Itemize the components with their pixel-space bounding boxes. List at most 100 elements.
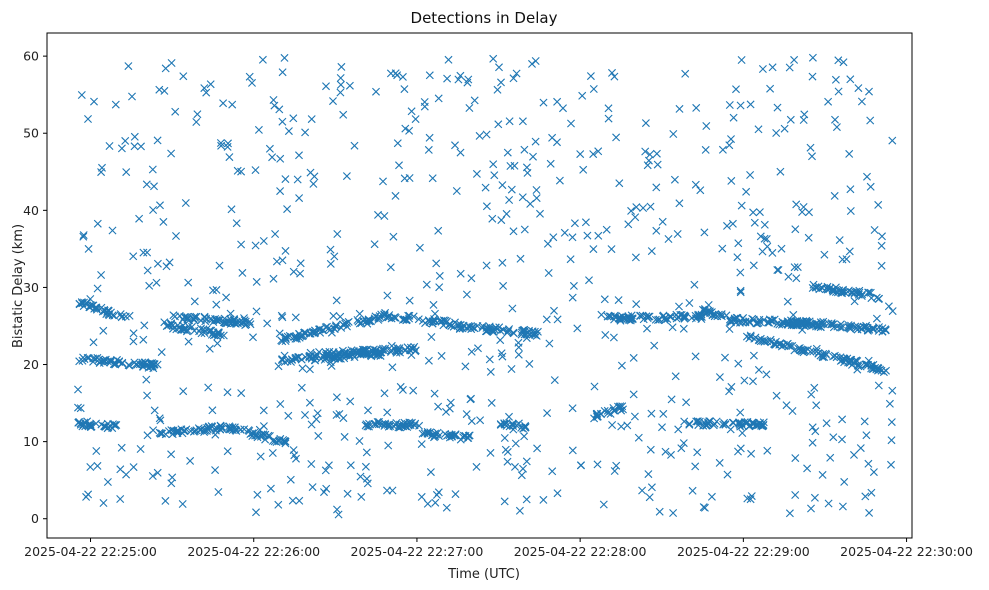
detection-point — [508, 304, 517, 313]
detection-point — [865, 87, 873, 96]
detection-point — [644, 156, 653, 165]
detection-point — [171, 107, 180, 116]
detection-point — [688, 486, 697, 495]
detection-point — [407, 107, 416, 116]
detection-point — [851, 357, 859, 365]
detection-point — [569, 281, 578, 290]
detection-point — [497, 78, 505, 87]
detection-point — [641, 147, 650, 156]
detection-point — [326, 259, 335, 268]
detection-point — [319, 326, 328, 335]
detection-point — [302, 329, 310, 338]
detection-point — [754, 365, 763, 374]
detection-point — [204, 383, 213, 392]
detection-point — [339, 320, 348, 329]
detection-point — [627, 206, 636, 215]
detection-point — [616, 315, 625, 324]
detection-point — [434, 488, 443, 497]
detection-point — [140, 321, 149, 330]
detection-point — [121, 136, 130, 145]
detection-point — [780, 124, 789, 133]
detection-point — [615, 179, 624, 188]
detection-point — [467, 417, 476, 426]
detection-point — [391, 191, 400, 200]
detection-point — [467, 274, 476, 283]
detection-point — [884, 302, 893, 311]
detection-point — [733, 253, 742, 262]
detection-point — [517, 471, 526, 480]
detection-point — [190, 297, 199, 306]
detection-point — [219, 99, 228, 108]
detection-point — [546, 159, 555, 168]
detection-point — [578, 91, 587, 100]
detection-point — [685, 420, 694, 429]
detection-point — [736, 101, 745, 110]
detection-point — [813, 321, 822, 330]
detection-point — [122, 168, 131, 177]
detection-point — [442, 407, 450, 416]
detection-point — [504, 327, 512, 336]
detection-point — [814, 349, 823, 358]
detection-point — [93, 284, 102, 293]
detection-point — [162, 262, 171, 271]
detection-point — [745, 422, 754, 431]
detection-point — [763, 446, 772, 455]
detection-point — [157, 429, 166, 438]
detection-point — [461, 362, 470, 371]
detection-point — [431, 429, 440, 438]
detection-point — [758, 65, 767, 73]
detection-point — [278, 68, 287, 77]
detection-point — [128, 92, 136, 101]
detection-point — [715, 458, 724, 467]
y-tick-label: 40 — [23, 203, 39, 218]
detection-point — [467, 347, 476, 356]
detection-point — [124, 62, 133, 71]
detection-point — [296, 269, 305, 278]
detection-point — [248, 429, 257, 438]
detection-point — [305, 365, 314, 374]
detection-point — [629, 390, 638, 399]
detection-point — [712, 417, 721, 426]
detection-point — [423, 429, 432, 438]
detection-point — [217, 141, 226, 150]
detection-point — [836, 320, 845, 329]
detection-point — [668, 323, 677, 332]
detection-point — [879, 368, 888, 377]
detection-point — [685, 419, 694, 428]
detection-point — [805, 208, 813, 217]
detection-point — [229, 316, 238, 325]
detection-point — [199, 325, 208, 334]
detection-point — [860, 417, 869, 426]
detection-point — [874, 200, 883, 209]
detection-point — [474, 344, 482, 353]
detection-point — [503, 148, 512, 157]
detection-point — [550, 376, 559, 385]
detection-point — [76, 404, 85, 413]
detection-point — [708, 311, 717, 320]
detection-point — [489, 54, 498, 63]
detection-point — [468, 323, 477, 332]
detection-point — [669, 130, 678, 138]
detection-point — [284, 127, 293, 136]
detection-point — [179, 426, 188, 435]
detection-point — [760, 234, 769, 243]
detection-point — [507, 185, 516, 194]
detection-point — [456, 71, 465, 80]
detection-point — [675, 302, 683, 311]
detection-point — [570, 219, 579, 228]
detection-point — [667, 450, 675, 459]
detection-point — [252, 307, 261, 316]
detection-point — [189, 427, 198, 436]
detection-point — [100, 356, 109, 365]
detection-point — [212, 285, 221, 294]
detection-point — [652, 149, 661, 158]
detection-point — [730, 314, 739, 323]
detection-point — [281, 337, 290, 345]
detection-point — [336, 312, 345, 321]
detection-point — [500, 434, 509, 442]
detection-point — [452, 187, 461, 195]
detection-point — [597, 310, 606, 319]
detection-point — [153, 259, 162, 268]
detection-point — [428, 174, 437, 183]
detection-point — [298, 364, 307, 373]
